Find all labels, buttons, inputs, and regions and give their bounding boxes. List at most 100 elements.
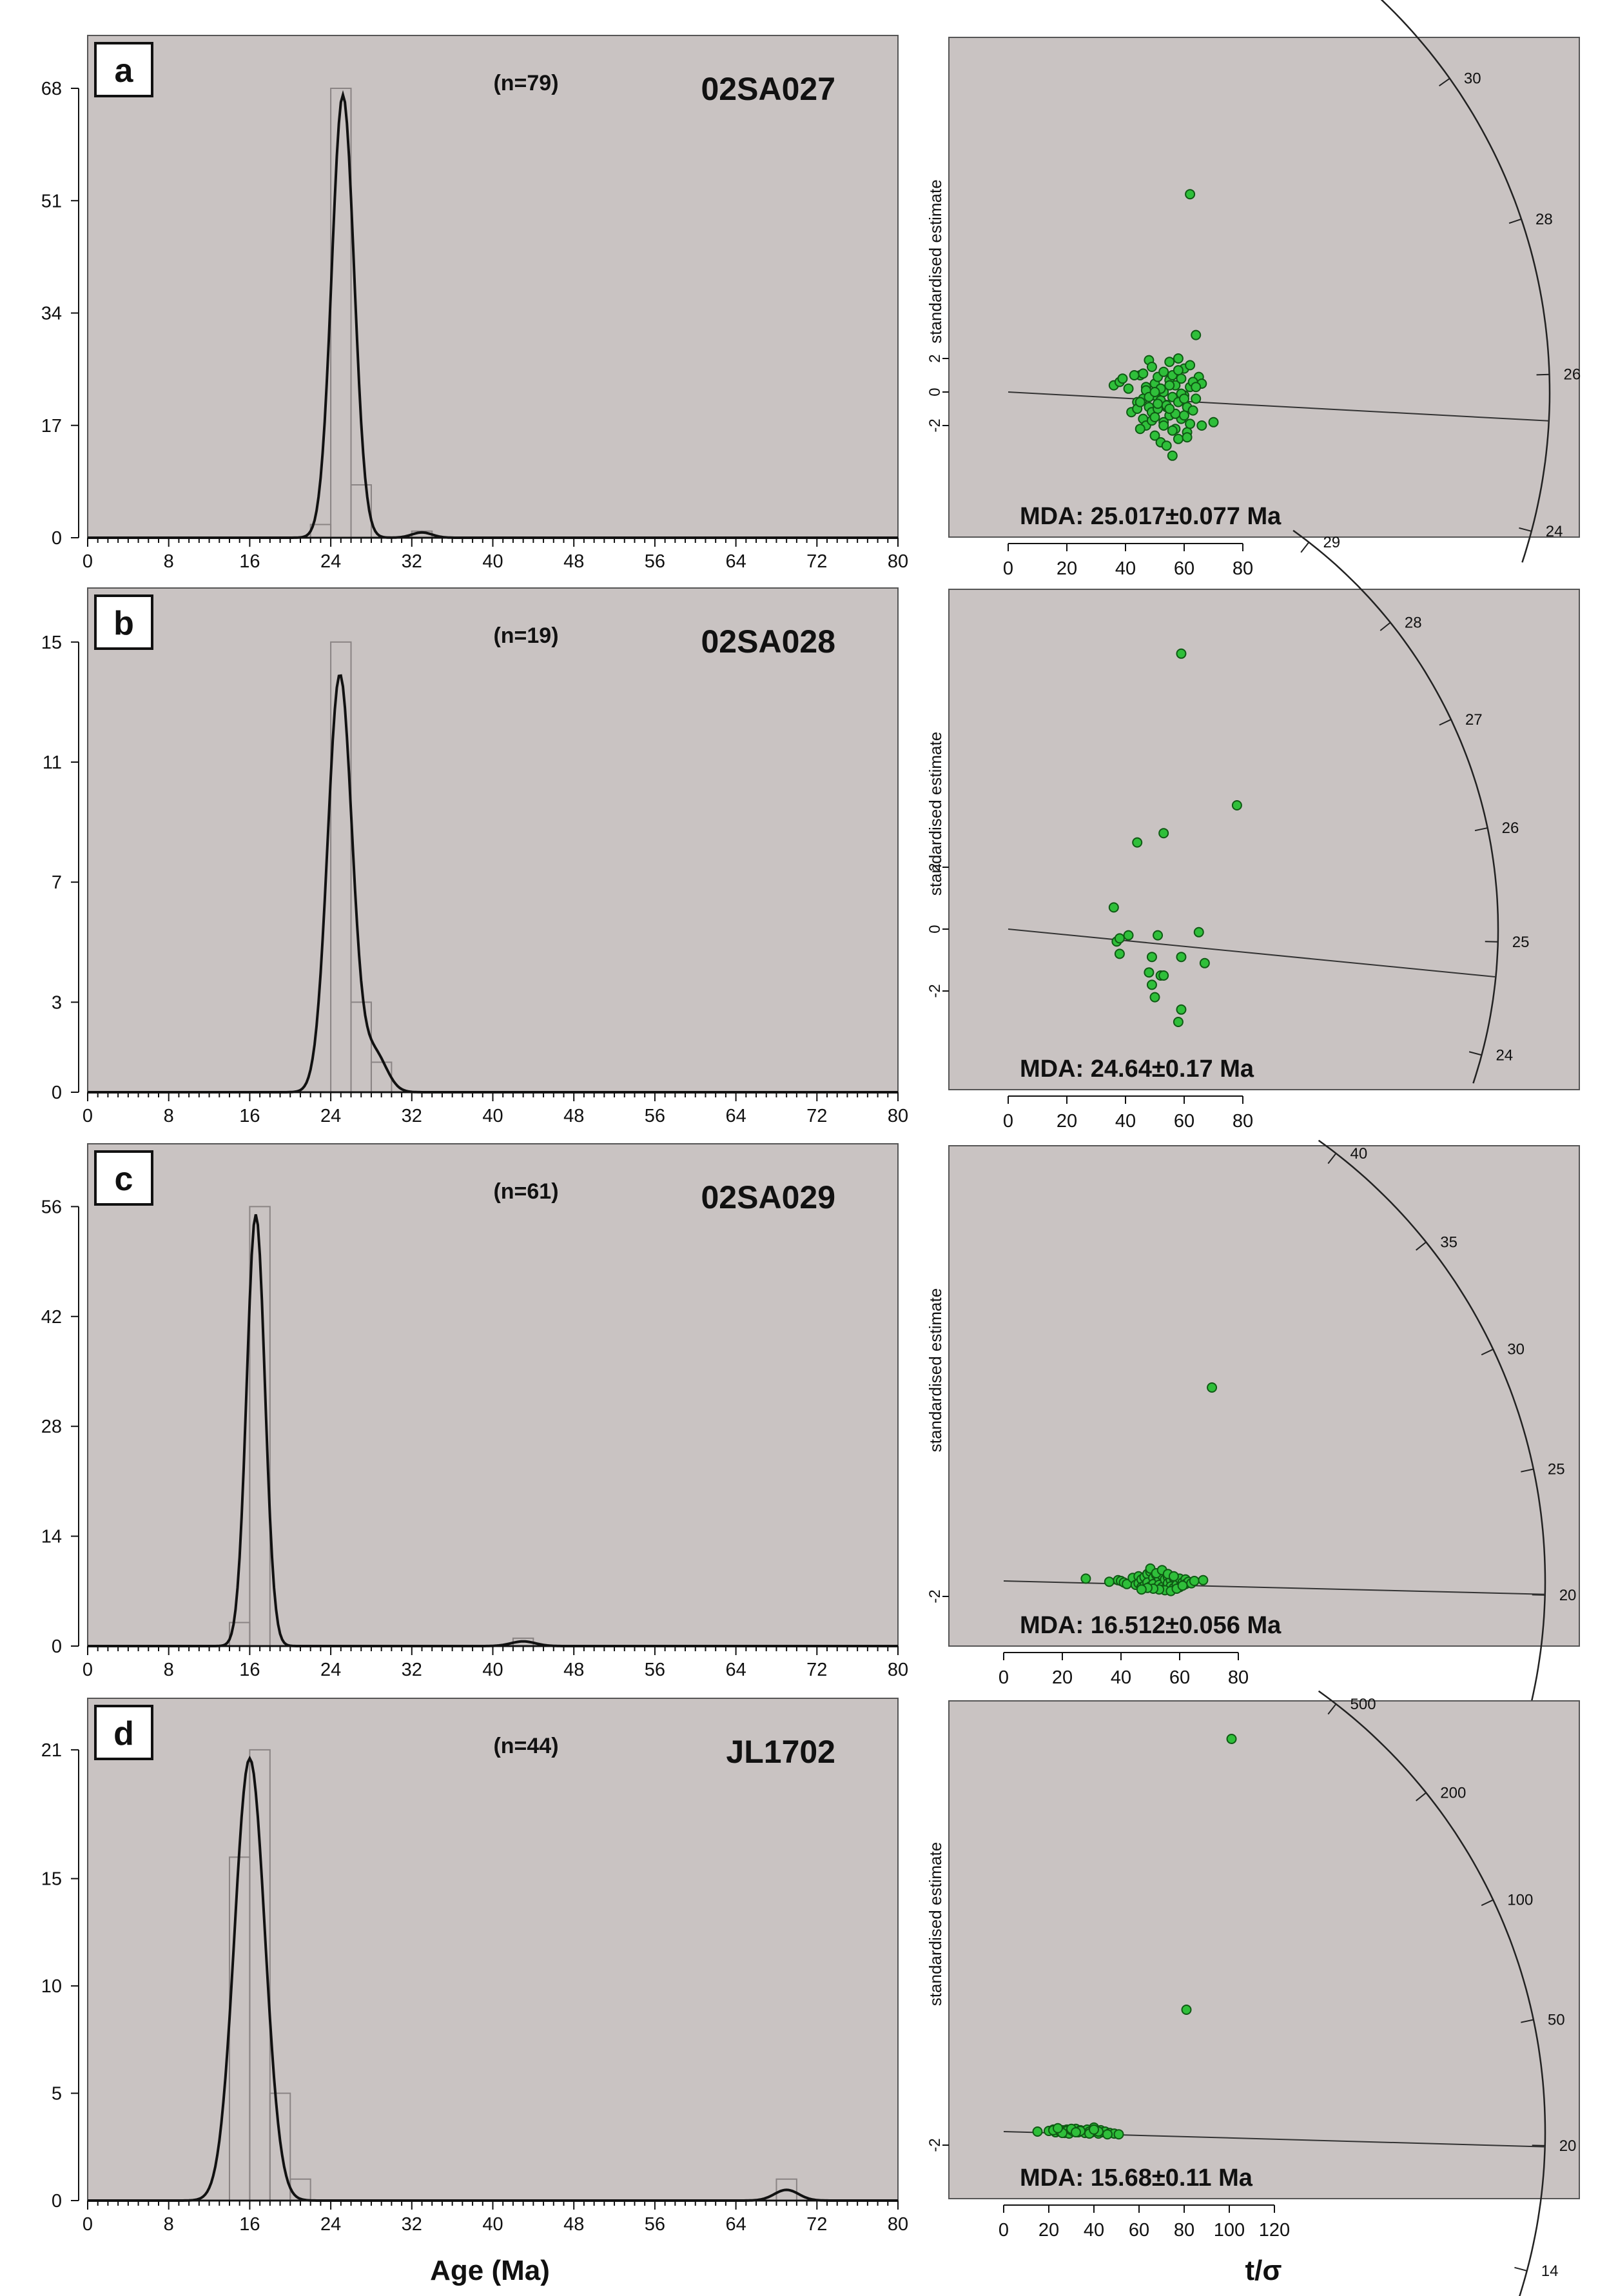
x-tick-label: 8	[164, 2214, 174, 2235]
x-tick-label: 0	[1003, 1111, 1013, 1132]
n-count-label: (n=79)	[493, 71, 558, 95]
x-tick-label: 72	[806, 551, 827, 572]
arc-tick	[1416, 1792, 1427, 1801]
sample-label: 02SA028	[701, 623, 836, 660]
x-tick-label: 80	[1174, 2220, 1194, 2241]
data-point	[1032, 2126, 1043, 2137]
data-point	[1182, 432, 1193, 443]
n-count-label: (n=44)	[493, 1734, 558, 1758]
y-tick-label: 3	[52, 992, 62, 1013]
y-tick-label: 34	[41, 304, 62, 324]
x-tick-label: 64	[725, 551, 746, 572]
y-tick-label: 2	[926, 863, 944, 871]
data-point	[1135, 397, 1145, 407]
data-point-outlier	[1207, 1382, 1218, 1393]
y-tick-label: 14	[41, 1527, 62, 1547]
data-point	[1114, 933, 1125, 944]
x-tick-label: 16	[239, 1106, 260, 1126]
data-point	[1179, 410, 1189, 421]
arc-tick-label: 30	[1464, 70, 1481, 88]
x-tick-label: 120	[1259, 2220, 1290, 2241]
arc-tick-label: 28	[1535, 211, 1553, 228]
x-tick-label: 40	[482, 1660, 503, 1680]
data-point	[1149, 412, 1160, 422]
arc-tick	[1519, 527, 1532, 532]
data-point	[1198, 1575, 1209, 1585]
data-point	[1168, 1571, 1179, 1582]
data-point	[1129, 370, 1140, 380]
x-tick-label: 20	[1052, 1667, 1073, 1688]
data-point	[1177, 1580, 1188, 1591]
arc-tick	[1508, 218, 1522, 224]
x-tick-label: 24	[320, 1106, 341, 1126]
arc-tick-label: 29	[1323, 534, 1340, 551]
data-point-outlier	[1176, 648, 1187, 659]
x-tick-label: 8	[164, 1660, 174, 1680]
x-tick-label: 56	[645, 1660, 665, 1680]
x-tick-label: 0	[83, 2214, 93, 2235]
x-tick-label: 40	[1115, 558, 1136, 579]
x-tick-label: 16	[239, 2214, 260, 2235]
data-point	[1113, 2129, 1124, 2140]
n-count-label: (n=19)	[493, 623, 558, 648]
x-tick-label: 8	[164, 1106, 174, 1126]
plot-area	[948, 589, 1580, 1090]
x-tick-label: 0	[999, 2220, 1009, 2241]
x-tick-label: 32	[402, 551, 422, 572]
regression-line	[1008, 928, 1496, 978]
panel-letter: a	[115, 52, 134, 90]
panel-letter-box	[94, 1705, 153, 1760]
x-tick-label: 24	[320, 1660, 341, 1680]
regression-line	[1008, 391, 1549, 422]
panel-letter-box	[94, 42, 153, 97]
data-point-outlier	[1226, 1734, 1237, 1744]
data-point	[1053, 2123, 1063, 2134]
data-point	[1167, 425, 1178, 436]
x-tick-label: 100	[1214, 2220, 1245, 2241]
panel-letter: c	[115, 1161, 133, 1198]
data-point	[1158, 970, 1169, 981]
data-point	[1114, 948, 1125, 959]
sample-label: JL1702	[726, 1734, 835, 1770]
x-tick-label: 40	[482, 1106, 503, 1126]
y-axis-label: standardised estimate	[926, 1842, 945, 2006]
arc-tick	[1468, 1051, 1482, 1056]
y-tick-label: 0	[52, 1636, 62, 1657]
x-tick-label: 40	[1084, 2220, 1104, 2241]
arc-tick	[1439, 719, 1452, 726]
data-point	[1149, 992, 1160, 1003]
panel-letter-box	[94, 1150, 153, 1206]
x-tick-label: 60	[1169, 1667, 1190, 1688]
y-tick-label: -2	[926, 2138, 944, 2152]
histogram-panel-c: 0 8 16 24 32 40 48 56 64 72 80 0 14 28 42 56 c (n=61) 02SA…	[41, 1143, 908, 1680]
arc-tick-label: 40	[1350, 1145, 1368, 1163]
x-tick-label: 20	[1057, 558, 1077, 579]
y-axis-label: standardised estimate	[926, 179, 945, 343]
x-tick-label: 0	[83, 1106, 93, 1126]
x-tick-label: 48	[563, 1106, 584, 1126]
mda-label: MDA: 24.64±0.17 Ma	[1020, 1055, 1254, 1083]
arc-tick-label: 28	[1405, 614, 1422, 631]
x-tick-label: 80	[888, 1660, 908, 1680]
radial-arc	[1292, 529, 1499, 1084]
x-tick-label: 40	[1115, 1111, 1136, 1132]
x-tick-label: 32	[402, 2214, 422, 2235]
y-tick-label: 10	[41, 1976, 62, 1997]
histogram-panel-b: 0 8 16 24 32 40 48 56 64 72 80 0 3 7 11 15 b (n=19) 02SA02…	[41, 587, 908, 1126]
data-point	[1167, 450, 1178, 461]
data-point	[1176, 373, 1187, 384]
x-tick-label: 16	[239, 1660, 260, 1680]
data-point	[1208, 417, 1219, 427]
x-tick-label: 0	[1003, 558, 1013, 579]
x-tick-label: 72	[806, 1660, 827, 1680]
arc-tick-label: 200	[1440, 1784, 1466, 1801]
panel-letter-box	[94, 594, 153, 650]
plot-area	[948, 37, 1580, 538]
data-point	[1173, 1017, 1184, 1027]
radial-arc	[1318, 1139, 1546, 1752]
x-tick-label: 80	[888, 2214, 908, 2235]
x-axis-label: Age (Ma)	[430, 2255, 550, 2286]
